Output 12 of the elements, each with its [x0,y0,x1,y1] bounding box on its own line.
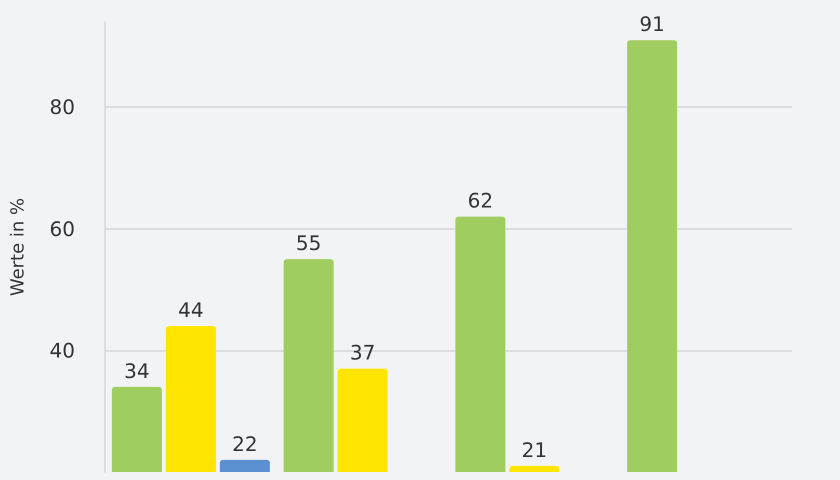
data-label: 21 [522,438,548,462]
data-label: 55 [296,231,322,256]
data-label: 62 [468,188,494,213]
data-label: 22 [232,432,258,456]
y-tick-label: 80 [50,95,75,120]
data-label: 37 [350,340,376,365]
data-label: 34 [124,358,150,383]
y-tick-label: 40 [50,338,75,362]
y-tick-label: 60 [50,216,75,241]
y-axis-title: Werte in % [8,198,28,296]
data-label: 44 [178,298,204,322]
data-label: 91 [639,12,665,36]
